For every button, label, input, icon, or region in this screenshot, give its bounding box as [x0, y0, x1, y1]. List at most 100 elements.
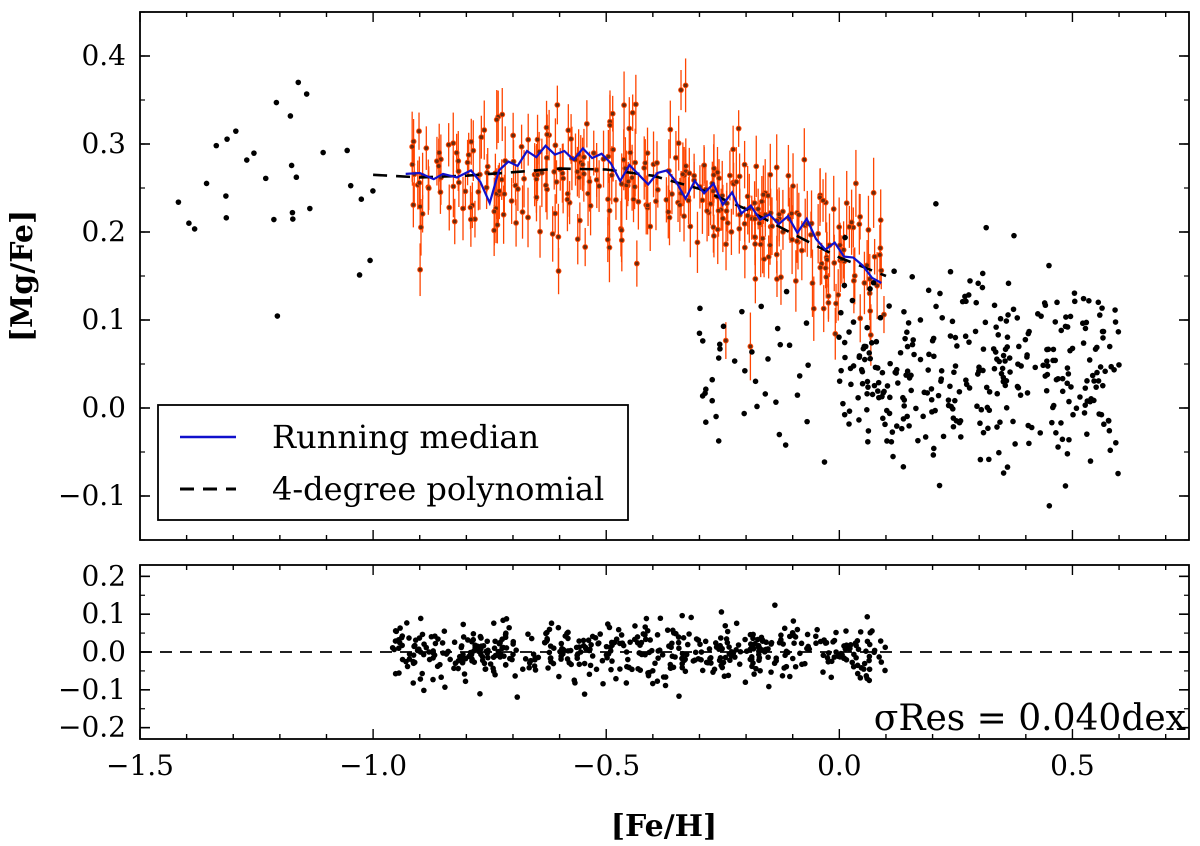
orange-point: [744, 212, 751, 219]
black-point: [910, 337, 916, 343]
residual-point: [510, 638, 517, 645]
orange-point: [840, 247, 847, 253]
black-point: [952, 397, 958, 404]
black-point: [1006, 355, 1013, 361]
black-point: [938, 378, 944, 384]
orange-point: [416, 128, 422, 135]
residual-point: [670, 630, 677, 636]
orange-point: [475, 188, 482, 195]
orange-point: [641, 165, 648, 171]
orange-point: [675, 140, 682, 147]
residual-point: [866, 641, 873, 648]
orange-point: [711, 233, 717, 239]
orange-point: [608, 172, 615, 179]
black-point: [1079, 320, 1086, 327]
orange-point: [514, 186, 521, 192]
black-point: [762, 391, 769, 397]
residual-point: [647, 637, 654, 643]
residual-point: [548, 620, 555, 627]
residual-point: [686, 631, 692, 637]
residual-point: [679, 655, 686, 661]
orange-point: [552, 210, 559, 217]
black-point: [902, 335, 908, 342]
black-point: [1091, 378, 1097, 384]
black-point: [861, 343, 868, 350]
residual-point: [510, 651, 516, 658]
orange-point: [751, 200, 758, 206]
black-point: [1000, 470, 1007, 476]
black-point: [865, 428, 872, 434]
black-point: [881, 388, 887, 395]
orange-point: [580, 171, 587, 177]
residual-point: [403, 620, 410, 626]
orange-point: [613, 197, 619, 203]
residual-point: [470, 636, 477, 643]
black-point: [958, 434, 964, 440]
residual-point: [858, 665, 865, 671]
residual-point: [849, 659, 856, 666]
residual-point: [789, 655, 796, 662]
black-point: [887, 360, 893, 367]
orange-point: [620, 156, 627, 163]
black-point: [783, 288, 790, 295]
black-point: [976, 364, 982, 371]
black-point: [1043, 387, 1050, 394]
residual-point: [416, 646, 422, 652]
residual-point: [581, 691, 588, 697]
orange-point: [555, 268, 562, 274]
black-point: [1026, 440, 1032, 447]
orange-point: [735, 125, 742, 132]
black-point: [1096, 312, 1103, 318]
black-point: [709, 397, 716, 404]
black-point: [749, 349, 755, 355]
black-point: [846, 408, 853, 414]
black-point: [1010, 306, 1017, 313]
black-point: [1071, 290, 1078, 296]
black-point: [1007, 369, 1013, 375]
orange-point: [850, 277, 857, 284]
orange-point: [830, 206, 837, 212]
residual-point: [718, 609, 725, 615]
black-point: [752, 378, 759, 385]
black-point: [1058, 327, 1065, 334]
orange-point: [410, 138, 417, 145]
black-point: [979, 270, 986, 277]
orange-point: [710, 172, 717, 178]
residual-point: [783, 663, 790, 670]
orange-point: [593, 176, 600, 183]
black-point: [895, 380, 901, 386]
residual-point: [869, 628, 875, 634]
residual-point: [589, 653, 596, 659]
residual-point: [452, 660, 459, 667]
residual-point: [657, 615, 664, 622]
black-point: [956, 388, 963, 395]
legend-median-label: Running median: [272, 418, 539, 456]
black-point: [1004, 344, 1011, 350]
legend-box: [157, 404, 629, 521]
residual-point: [576, 638, 582, 644]
black-point: [1086, 357, 1093, 363]
residual-point: [420, 651, 427, 658]
residual-point: [396, 639, 403, 646]
residual-point: [460, 621, 467, 628]
black-point: [906, 423, 912, 429]
orange-point: [606, 207, 613, 214]
black-point: [1084, 398, 1091, 404]
legend: Running median 4-degree polynomial: [157, 404, 629, 521]
black-point: [904, 329, 910, 335]
orange-point: [579, 161, 586, 168]
orange-point: [446, 204, 453, 211]
residual-point: [455, 665, 461, 672]
main-ytick-label: 0.4: [81, 39, 126, 72]
orange-point: [590, 150, 597, 156]
black-point: [1064, 380, 1071, 387]
residual-point: [813, 640, 819, 647]
black-point: [1005, 312, 1011, 318]
black-point: [271, 216, 277, 223]
resid-ytick-label: −0.1: [58, 673, 126, 706]
orange-point: [585, 190, 591, 197]
orange-point: [654, 186, 661, 193]
orange-point: [633, 260, 640, 267]
black-point: [1040, 362, 1046, 369]
black-point: [838, 367, 844, 374]
